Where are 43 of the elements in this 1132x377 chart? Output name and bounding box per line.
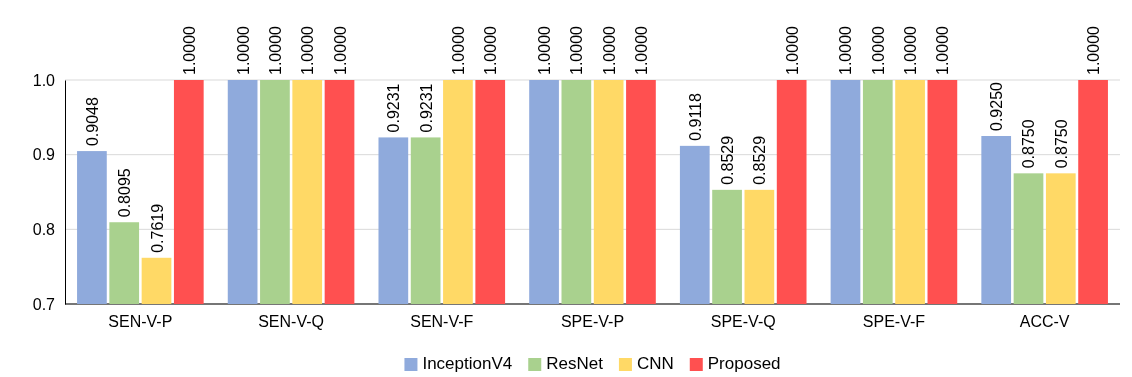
data-label: 0.8529 bbox=[719, 135, 737, 185]
data-label: 0.8095 bbox=[116, 168, 134, 218]
data-label: 1.0000 bbox=[299, 25, 317, 75]
data-label: 1.0000 bbox=[234, 25, 252, 75]
data-label: 0.8750 bbox=[1020, 119, 1038, 169]
data-label: 1.0000 bbox=[632, 25, 650, 75]
x-tick-label: ACC-V bbox=[1019, 313, 1070, 331]
data-label: 1.0000 bbox=[568, 25, 586, 75]
data-label: 1.0000 bbox=[837, 25, 855, 75]
x-tick-label: SPE-V-P bbox=[560, 313, 625, 331]
data-label: 1.0000 bbox=[934, 25, 952, 75]
data-label: 1.0000 bbox=[180, 25, 198, 75]
data-label: 1.0000 bbox=[449, 25, 467, 75]
y-tick-label: 0.9 bbox=[32, 146, 56, 164]
data-label: 0.9118 bbox=[686, 93, 704, 141]
data-label: 0.7619 bbox=[148, 203, 166, 253]
data-label: 0.9250 bbox=[988, 81, 1006, 131]
legend-label: Proposed bbox=[707, 354, 781, 373]
data-label: 1.0000 bbox=[902, 25, 920, 75]
legend-label: CNN bbox=[636, 354, 674, 373]
data-label: 1.0000 bbox=[331, 25, 349, 75]
data-label: 0.9048 bbox=[83, 97, 101, 147]
y-tick-label: 0.8 bbox=[32, 220, 56, 238]
y-tick-label: 1.0 bbox=[32, 71, 56, 89]
legend-label: InceptionV4 bbox=[422, 354, 513, 373]
data-label: 1.0000 bbox=[536, 25, 554, 75]
data-label: 1.0000 bbox=[1085, 25, 1103, 75]
legend-label: ResNet bbox=[546, 354, 604, 373]
data-label: 1.0000 bbox=[869, 25, 887, 75]
data-label: 1.0000 bbox=[482, 25, 500, 75]
x-tick-label: SPE-V-F bbox=[862, 313, 926, 331]
data-label: 0.8529 bbox=[751, 135, 769, 185]
data-label: 1.0000 bbox=[266, 25, 284, 75]
data-label: 0.9231 bbox=[385, 83, 403, 133]
x-tick-label: SEN-V-F bbox=[410, 313, 474, 331]
data-label: 1.0000 bbox=[783, 25, 801, 75]
data-label: 0.8750 bbox=[1052, 119, 1070, 169]
x-tick-label: SPE-V-Q bbox=[710, 313, 776, 331]
x-tick-label: SEN-V-Q bbox=[258, 313, 324, 331]
x-tick-label: SEN-V-P bbox=[108, 313, 173, 331]
data-label: 1.0000 bbox=[600, 25, 618, 75]
y-tick-label: 0.7 bbox=[32, 295, 56, 313]
data-label: 0.9231 bbox=[417, 83, 435, 133]
